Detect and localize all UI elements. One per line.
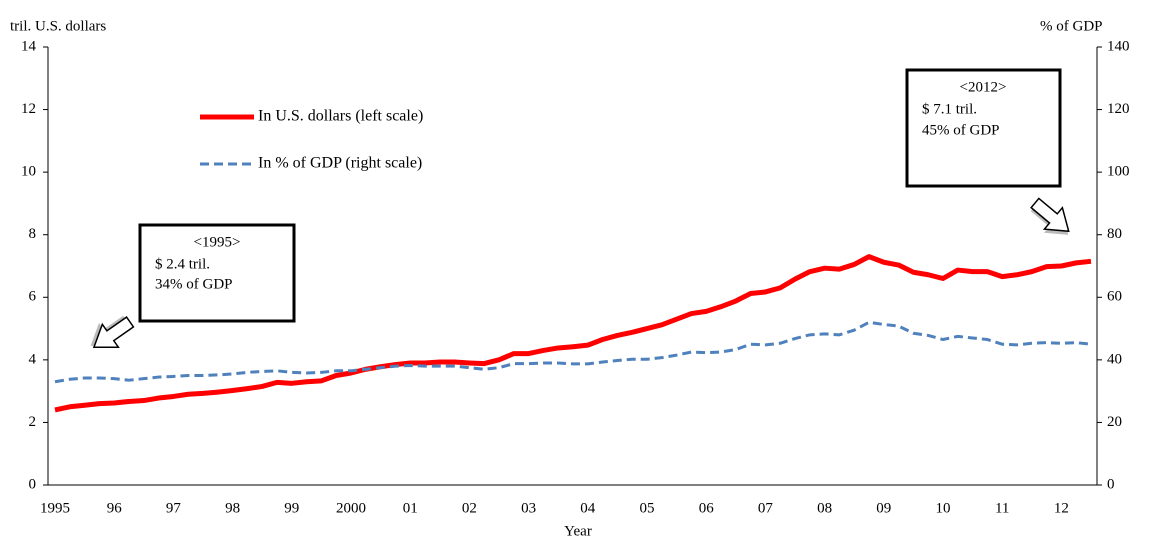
x-tick-label: 98 bbox=[225, 500, 240, 516]
y-tick-label: 8 bbox=[29, 226, 37, 242]
arrow bbox=[1030, 197, 1070, 235]
x-tick-label: 1995 bbox=[40, 500, 70, 516]
annotation-text: $ 7.1 tril. bbox=[922, 101, 977, 117]
y2-tick-label: 60 bbox=[1107, 289, 1122, 305]
y-tick-label: 14 bbox=[21, 38, 37, 54]
x-tick-label: 08 bbox=[817, 500, 832, 516]
arrow bbox=[90, 315, 135, 348]
y2-tick-label: 140 bbox=[1107, 38, 1130, 54]
x-tick-label: 06 bbox=[699, 500, 715, 516]
x-tick-label: 03 bbox=[521, 500, 536, 516]
x-tick-label: 02 bbox=[462, 500, 477, 516]
annotation-text: <1995> bbox=[194, 234, 241, 250]
annotation-text: $ 2.4 tril. bbox=[155, 256, 210, 272]
y-tick-label: 12 bbox=[21, 101, 36, 117]
series-line bbox=[54, 320, 1092, 384]
x-axis-title: Year bbox=[564, 523, 592, 539]
x-tick-label: 10 bbox=[936, 500, 951, 516]
legend-label: In % of GDP (right scale) bbox=[258, 155, 422, 172]
y-tick-label: 4 bbox=[29, 351, 37, 367]
y2-tick-label: 120 bbox=[1107, 101, 1130, 117]
annotation-text: 45% of GDP bbox=[922, 122, 1000, 138]
annotation-box bbox=[905, 68, 1062, 188]
x-tick-label: 99 bbox=[284, 500, 299, 516]
y-tick-label: 6 bbox=[29, 289, 37, 305]
y-tick-label: 0 bbox=[29, 476, 37, 492]
y2-tick-label: 20 bbox=[1107, 414, 1122, 430]
x-tick-label: 09 bbox=[876, 500, 891, 516]
series-line bbox=[54, 254, 1092, 413]
y-tick-label: 10 bbox=[21, 164, 36, 180]
annotation-text: 34% of GDP bbox=[155, 276, 233, 292]
x-tick-label: 11 bbox=[995, 500, 1009, 516]
y-tick-label: 2 bbox=[29, 414, 37, 430]
x-tick-label: 2000 bbox=[336, 500, 366, 516]
annotation-text: <2012> bbox=[960, 79, 1007, 95]
y2-tick-label: 80 bbox=[1107, 226, 1122, 242]
x-tick-label: 12 bbox=[1054, 500, 1069, 516]
legend-label: In U.S. dollars (left scale) bbox=[258, 108, 423, 125]
y-axis-title: tril. U.S. dollars bbox=[10, 18, 106, 34]
x-tick-label: 96 bbox=[107, 500, 123, 516]
annotation-box bbox=[138, 223, 296, 323]
y2-tick-label: 0 bbox=[1107, 476, 1115, 492]
y2-axis-title: % of GDP bbox=[1040, 18, 1103, 34]
x-tick-label: 07 bbox=[758, 500, 774, 516]
x-tick-label: 97 bbox=[166, 500, 182, 516]
x-tick-label: 05 bbox=[640, 500, 655, 516]
x-tick-label: 01 bbox=[403, 500, 418, 516]
y2-tick-label: 100 bbox=[1107, 164, 1130, 180]
x-tick-label: 04 bbox=[580, 500, 596, 516]
y2-tick-label: 40 bbox=[1107, 351, 1122, 367]
